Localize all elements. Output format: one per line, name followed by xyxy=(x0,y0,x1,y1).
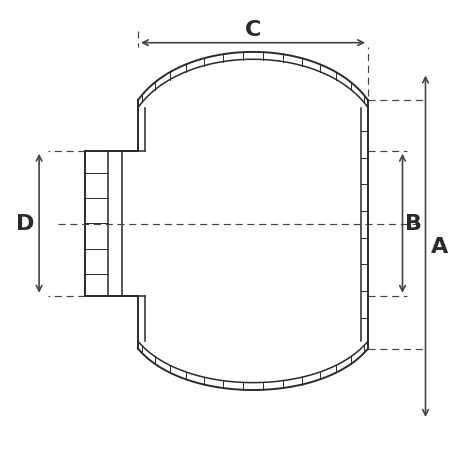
Text: B: B xyxy=(405,214,421,234)
Text: C: C xyxy=(244,20,261,40)
Text: A: A xyxy=(430,237,447,257)
Text: D: D xyxy=(16,214,34,234)
